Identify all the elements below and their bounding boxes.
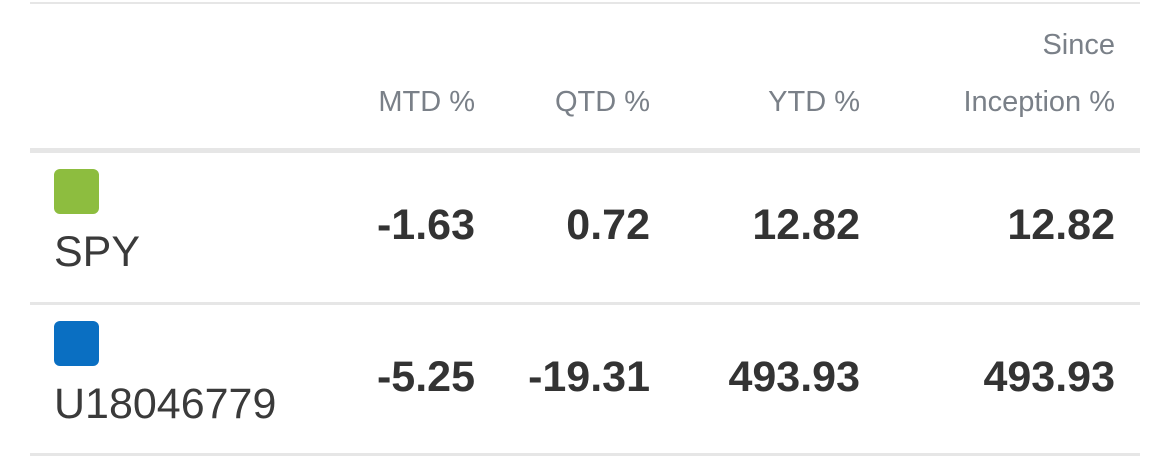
row-qtd-value: 0.72: [566, 201, 650, 249]
table-row[interactable]: SPY -1.63 0.72 12.82 12.82: [30, 153, 1140, 303]
row-label: SPY: [54, 228, 141, 276]
header-mtd[interactable]: MTD %: [378, 86, 475, 118]
row-divider: [30, 302, 1140, 305]
row-ytd-value: 493.93: [728, 353, 860, 401]
row-mtd-value: -5.25: [376, 353, 475, 401]
header-since-inception[interactable]: Since Inception %: [963, 17, 1115, 131]
row-divider: [30, 453, 1140, 456]
row-since-inception-value: 12.82: [1007, 201, 1115, 249]
series-color-swatch: [54, 321, 99, 366]
header-ytd[interactable]: YTD %: [768, 86, 860, 118]
table-row[interactable]: U18046779 -5.25 -19.31 493.93 493.93: [30, 305, 1140, 455]
row-since-inception-value: 493.93: [983, 353, 1115, 401]
table-header-row: MTD % QTD % YTD % Since Inception %: [30, 4, 1140, 149]
series-color-swatch: [54, 169, 99, 214]
header-qtd[interactable]: QTD %: [554, 86, 650, 118]
row-label: U18046779: [54, 380, 277, 428]
row-ytd-value: 12.82: [752, 201, 860, 249]
header-since-line1: Since: [1042, 29, 1115, 61]
header-since-line2: Inception %: [963, 86, 1115, 118]
header-divider: [30, 148, 1140, 153]
row-qtd-value: -19.31: [528, 353, 650, 401]
row-mtd-value: -1.63: [376, 201, 475, 249]
table-top-divider: [30, 2, 1140, 4]
